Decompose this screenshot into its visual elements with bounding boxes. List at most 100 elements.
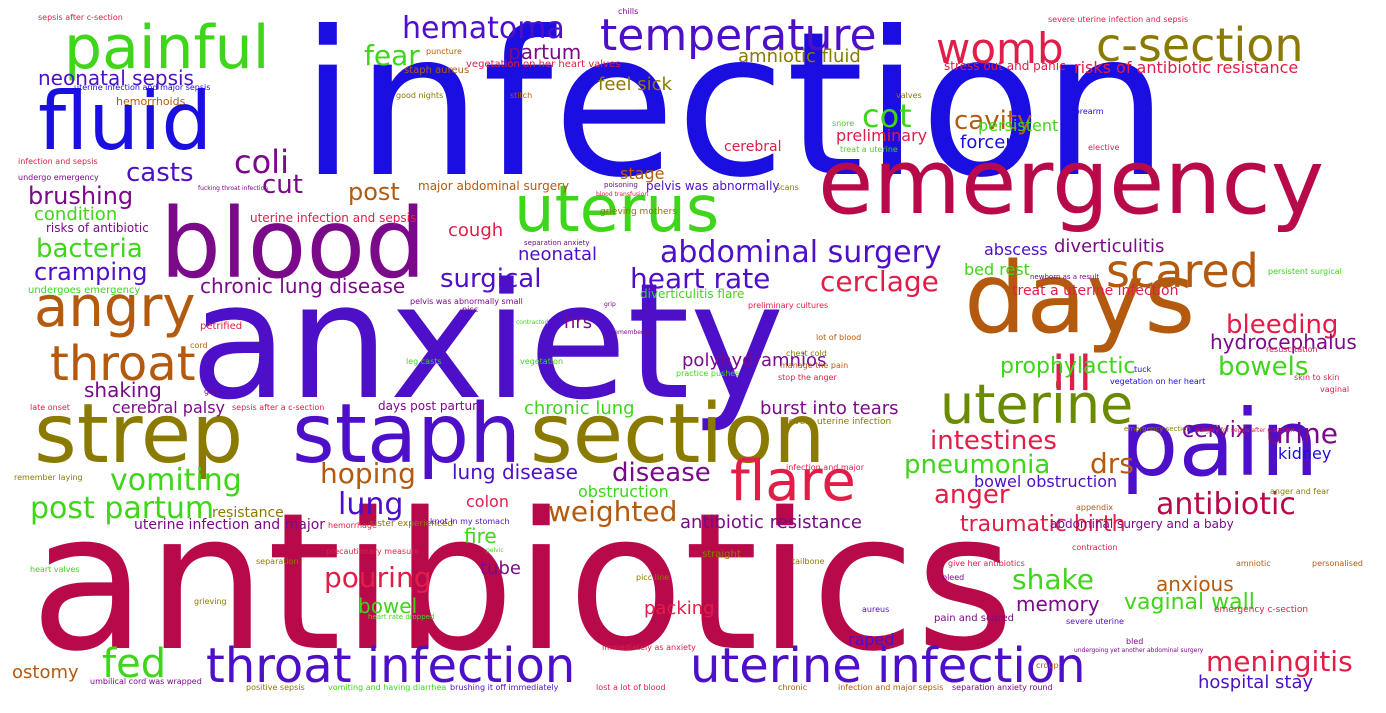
word-cough: cough bbox=[448, 220, 504, 241]
word-pain: pain bbox=[1120, 390, 1319, 497]
word-anger-and-fear: anger and fear bbox=[1270, 487, 1330, 496]
word-bowel: bowel bbox=[358, 594, 418, 618]
word-neonatal: neonatal bbox=[518, 244, 598, 265]
word-grieving-mothers: grieving mothers bbox=[600, 207, 677, 217]
word-shaking: shaking bbox=[84, 378, 162, 402]
word-uterine-infection: uterine infection bbox=[690, 638, 1086, 694]
word-cerebral: cerebral bbox=[724, 139, 782, 155]
word-lost-a-lot-of-blood: lost a lot of blood bbox=[596, 683, 666, 692]
word-hoping: hoping bbox=[320, 457, 416, 490]
word-days: days bbox=[964, 242, 1196, 356]
word-amniotic: amniotic bbox=[1236, 559, 1271, 568]
word-cerclage: cerclage bbox=[820, 265, 939, 298]
word-persistent-surgical: persistent surgical bbox=[1268, 267, 1342, 276]
word-tuck: tuck bbox=[1134, 365, 1152, 374]
word-poisoning: poisoning bbox=[604, 181, 638, 189]
word-resistance: resistance bbox=[212, 505, 284, 521]
word-obstruction: obstruction bbox=[578, 482, 669, 501]
word-remember-laying: remember laying bbox=[14, 473, 83, 482]
word-diverticulitis-flare: diverticulitis flare bbox=[640, 287, 745, 301]
word-raped: raped bbox=[848, 630, 895, 649]
word-blood: blood bbox=[160, 188, 427, 300]
word-abscess: abscess bbox=[984, 240, 1048, 259]
word-skin-to-skin: skin to skin bbox=[1294, 373, 1340, 382]
word-meningitis: meningitis bbox=[1206, 645, 1353, 678]
word-stress-out-and-panic: stress out and panic bbox=[944, 59, 1066, 73]
word-uterine-infection-and-major-sepsis: uterine infection and major sepsis bbox=[74, 83, 211, 92]
word-scared: scared bbox=[1106, 244, 1259, 298]
word-urine: urine bbox=[1266, 417, 1339, 450]
word-pelvis-was-abnormally: pelvis was abnormally bbox=[646, 179, 780, 193]
word-treat-a-uterine: treat a uterine bbox=[840, 145, 898, 154]
word-undergo-emergency: undergo emergency bbox=[18, 173, 99, 182]
word-immediately-as-anxiety: immediately as anxiety bbox=[602, 643, 696, 652]
word-packing: packing bbox=[644, 598, 715, 619]
word-hydrocephalus: hydrocephalus bbox=[1210, 330, 1357, 354]
word-good-nights: good nights bbox=[396, 91, 444, 100]
word-lung: lung bbox=[338, 487, 404, 522]
word-hematoma: hematoma bbox=[402, 11, 565, 46]
word-neonatal-sepsis: neonatal sepsis bbox=[38, 66, 194, 90]
word-flare: flare bbox=[730, 449, 856, 514]
word-tailbone: tailbone bbox=[792, 557, 825, 566]
word-condition: condition bbox=[34, 204, 118, 225]
word-blood-transfusion: blood transfusion bbox=[596, 191, 649, 198]
word-aureus: aureus bbox=[862, 605, 890, 614]
word-persistent: persistent bbox=[978, 116, 1059, 135]
word-infection-and-major: infection and major bbox=[786, 463, 864, 472]
word-surgery-for-sepsis-after-c-section: surgery for sepsis after c-section bbox=[1196, 427, 1295, 434]
word-cut: cut bbox=[262, 170, 303, 200]
word-umbilical-cord-was-wrapped: umbilical cord was wrapped bbox=[90, 677, 202, 686]
word-abdominal-surgery-and-a-baby: abdominal surgery and a baby bbox=[1050, 517, 1234, 531]
word-polyhydramnios: polyhydramnios bbox=[682, 350, 827, 371]
word-remembering: remembering bbox=[612, 329, 653, 336]
word-severe-uterine-infection-and-sepsis: severe uterine infection and sepsis bbox=[1048, 15, 1189, 24]
word-vomiting: vomiting bbox=[110, 463, 242, 498]
word-practice-pushes: practice pushes bbox=[676, 369, 740, 378]
word-personalised: personalised bbox=[1312, 559, 1363, 568]
word-undergoing-yet-another-abdominal-surgery: undergoing yet another abdominal surgery bbox=[1074, 647, 1204, 654]
word-heart-valves: heart valves bbox=[30, 565, 80, 574]
word-chronic: chronic bbox=[778, 683, 808, 692]
word-throat: throat bbox=[50, 336, 196, 392]
word-kidney: kidney bbox=[1278, 444, 1332, 463]
word-lung-disease: lung disease bbox=[452, 460, 578, 484]
word-emergency: emergency bbox=[818, 130, 1325, 235]
word-resuscitation: resuscitation bbox=[1266, 345, 1318, 354]
word-bled: bled bbox=[1126, 637, 1144, 646]
word-weighted: weighted bbox=[548, 495, 678, 528]
word-pneumonia: pneumonia bbox=[904, 450, 1051, 480]
word-emergency-section: emergency section bbox=[1124, 425, 1191, 433]
word-lot-of-blood: lot of blood bbox=[816, 333, 862, 342]
word-valves: valves bbox=[896, 91, 922, 100]
word-cerebral-palsy: cerebral palsy bbox=[112, 398, 225, 417]
word-memory: memory bbox=[1016, 592, 1100, 616]
word-traumatic-birth: traumatic birth bbox=[960, 512, 1126, 537]
word-chronic-lung-disease: chronic lung disease bbox=[200, 274, 406, 298]
word-late-onset: late onset bbox=[30, 403, 70, 412]
word-pelvis-was-abnormally-small: pelvis was abnormally small bbox=[410, 297, 523, 306]
word-grip: grip bbox=[604, 301, 616, 308]
word-major-abdominal-surgery: major abdominal surgery bbox=[418, 179, 570, 193]
word-gbs: gbs bbox=[204, 387, 219, 396]
word-sepsis-after-a-c-section: sepsis after a c-section bbox=[232, 403, 325, 412]
word-chest-cold: chest cold bbox=[786, 349, 827, 358]
word-sepsis-after-c-section: sepsis after c-section bbox=[38, 13, 123, 22]
word-contraction: contraction bbox=[1072, 543, 1118, 552]
word-stage: stage bbox=[620, 164, 665, 183]
word-strep: strep bbox=[34, 387, 244, 482]
word-amniotic-fluid: amniotic fluid bbox=[738, 46, 861, 67]
word-cord: cord bbox=[190, 341, 208, 350]
word-antibiotic: antibiotic bbox=[1156, 487, 1296, 522]
word-drs: drs bbox=[1090, 447, 1134, 480]
word-womb: womb bbox=[936, 24, 1064, 73]
word-post-partum: post partum bbox=[30, 491, 215, 526]
word-disease: disease bbox=[612, 458, 711, 488]
word-cervix: cervix bbox=[1182, 418, 1249, 443]
word-fire: fire bbox=[464, 524, 497, 548]
word-cot: cot bbox=[862, 97, 912, 135]
word-picc-line: picc line bbox=[636, 573, 670, 582]
word-brushing-it-off-immediately: brushing it off immediately bbox=[450, 683, 559, 692]
word-separation-anxiety-round: separation anxiety round bbox=[952, 683, 1053, 692]
word-infection-and-sepsis: infection and sepsis bbox=[18, 157, 98, 166]
